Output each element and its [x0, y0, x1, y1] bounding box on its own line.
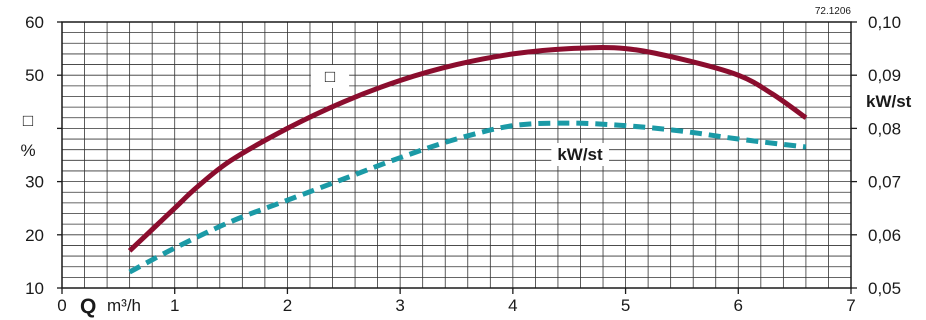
series-label-efficiency: □	[325, 67, 335, 86]
left-axis-unit: %	[20, 141, 35, 160]
x-tick-label: 5	[621, 296, 630, 315]
series-label-power: kW/st	[557, 145, 603, 164]
x-tick-label: 2	[283, 296, 292, 315]
y-left-tick-label: 60	[25, 13, 44, 32]
x-tick-label: 1	[170, 296, 179, 315]
y-left-tick-label: 30	[25, 173, 44, 192]
x-tick-label: 6	[734, 296, 743, 315]
left-axis-symbol: □	[23, 111, 33, 130]
y-right-tick-label: 0,06	[868, 226, 901, 245]
right-axis-unit: kW/st	[866, 92, 912, 111]
y-right-tick-label: 0,09	[868, 66, 901, 85]
y-right-tick-label: 0,08	[868, 119, 901, 138]
series-group	[127, 45, 808, 275]
x-tick-label: 3	[395, 296, 404, 315]
tick-labels: 0 1 2 3 4 5 6 7 10 20 30 50 60 0,05 0,06 0,07 0,08 0,09 0,…	[25, 13, 901, 315]
y-right-tick-label: 0,07	[868, 173, 901, 192]
x-axis-unit: m³/h	[107, 296, 141, 315]
y-left-tick-label: 50	[25, 66, 44, 85]
x-axis-symbol: Q	[80, 295, 96, 318]
series-line-power	[128, 120, 807, 275]
series-line-efficiency	[127, 45, 808, 253]
x-tick-label: 4	[508, 296, 517, 315]
x-tick-label: 7	[846, 296, 855, 315]
series-label-background	[551, 143, 610, 166]
y-left-tick-label: 10	[25, 279, 44, 298]
chart-code-label: 72.1206	[815, 6, 852, 17]
plot-frame	[61, 21, 852, 289]
x-tick-label: 0	[57, 296, 66, 315]
y-left-tick-label: 20	[25, 226, 44, 245]
y-right-tick-label: 0,10	[868, 13, 901, 32]
series-label-background	[310, 65, 350, 88]
y-right-tick-label: 0,05	[868, 279, 901, 298]
